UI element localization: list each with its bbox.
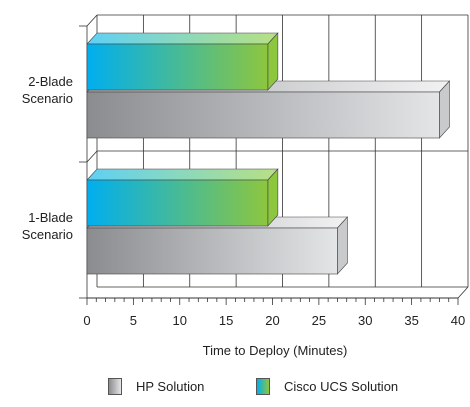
category-label: 2-Blade Scenario <box>21 74 73 106</box>
hp-bar-0-front <box>86 91 440 139</box>
x-axis: 0 5 10 15 20 25 30 35 40 <box>83 297 465 328</box>
cisco-bar-1 <box>86 168 279 227</box>
cisco-bar-0 <box>86 32 279 91</box>
legend-swatch-cisco <box>256 377 270 395</box>
legend-item-hp: HP Solution <box>108 376 204 396</box>
floor-right-edge <box>457 286 469 299</box>
x-tick-label: 25 <box>312 313 326 328</box>
cisco-bar-0-top <box>86 32 279 45</box>
cisco-bar-1-front <box>86 179 269 227</box>
cisco-bar-1-top <box>86 168 279 181</box>
bars <box>86 32 451 275</box>
hp-bar-1-front <box>86 227 338 275</box>
x-tick-label: 0 <box>83 313 90 328</box>
x-tick-label: 40 <box>451 313 465 328</box>
legend-label-hp: HP Solution <box>136 378 205 394</box>
x-tick-label: 30 <box>358 313 372 328</box>
x-tick-label: 20 <box>265 313 279 328</box>
cisco-bar-0-front <box>86 43 269 91</box>
x-tick-label: 35 <box>404 313 418 328</box>
category-divider-depth <box>86 150 98 163</box>
x-tick-label: 5 <box>130 313 137 328</box>
left-wall-top <box>86 14 98 27</box>
legend-swatch-hp <box>108 377 122 395</box>
x-axis-title: Time to Deploy (Minutes) <box>202 343 348 358</box>
category-label: 1-Blade Scenario <box>21 210 73 242</box>
legend: HP Solution Cisco UCS Solution <box>0 376 470 398</box>
x-tick-label: 15 <box>219 313 233 328</box>
x-tick-label: 10 <box>173 313 187 328</box>
legend-label-cisco: Cisco UCS Solution <box>284 378 399 394</box>
legend-item-cisco: Cisco UCS Solution <box>256 376 398 396</box>
